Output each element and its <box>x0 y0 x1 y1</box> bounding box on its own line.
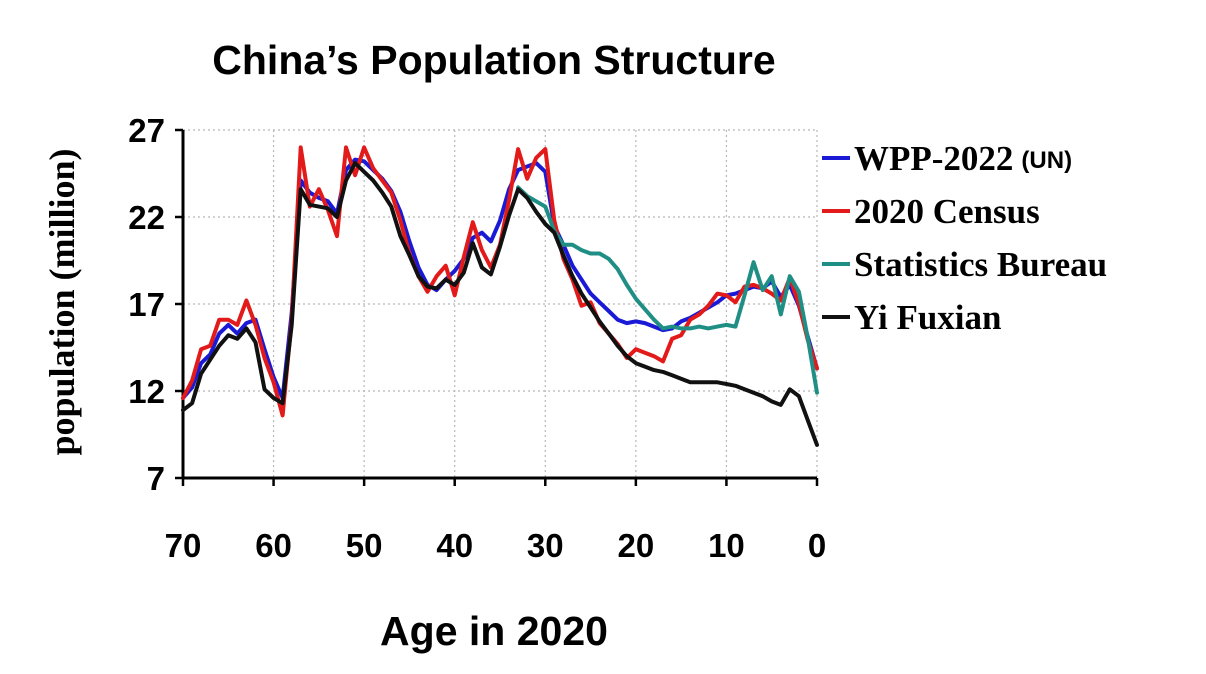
x-tick-label: 10 <box>708 527 745 564</box>
x-tick-label: 0 <box>808 527 826 564</box>
legend-label-yi-fuxian: Yi Fuxian <box>854 298 1002 337</box>
y-tick-label: 27 <box>128 112 165 149</box>
series-line-wpp-2022 <box>181 157 819 400</box>
x-tick-label: 60 <box>255 527 292 564</box>
series-line-statistics-bureau <box>516 185 819 395</box>
chart-title: China’s Population Structure <box>212 37 775 83</box>
x-tick-label: 50 <box>346 527 383 564</box>
series-line-yi-fuxian <box>181 161 819 447</box>
x-tick-label: 30 <box>527 527 564 564</box>
y-tick-label: 7 <box>147 460 165 497</box>
axes <box>175 128 819 486</box>
y-tick-label: 17 <box>128 286 165 323</box>
x-tick-label: 70 <box>165 527 202 564</box>
legend-label-2020-census: 2020 Census <box>854 192 1040 231</box>
legend: WPP-2022 (UN) 2020 Census Statistics Bureau… <box>822 139 1107 337</box>
legend-label-wpp-2022: WPP-2022 <box>854 139 1013 178</box>
y-tick-label: 12 <box>128 373 165 410</box>
gridlines <box>183 129 818 478</box>
series-lines <box>181 145 819 447</box>
y-tick-label: 22 <box>128 199 165 236</box>
x-tick-labels: 70 60 50 40 30 20 10 0 <box>165 527 827 564</box>
y-axis-label: population (million) <box>42 148 82 455</box>
x-axis-label: Age in 2020 <box>380 608 608 654</box>
series-line-2020-census <box>181 145 819 418</box>
x-tick-label: 20 <box>617 527 654 564</box>
legend-note-wpp-2022: (UN) <box>1021 147 1072 174</box>
y-tick-labels: 7 12 17 22 27 <box>128 112 165 497</box>
x-tick-label: 40 <box>436 527 473 564</box>
legend-label-statistics-bureau: Statistics Bureau <box>854 245 1107 284</box>
